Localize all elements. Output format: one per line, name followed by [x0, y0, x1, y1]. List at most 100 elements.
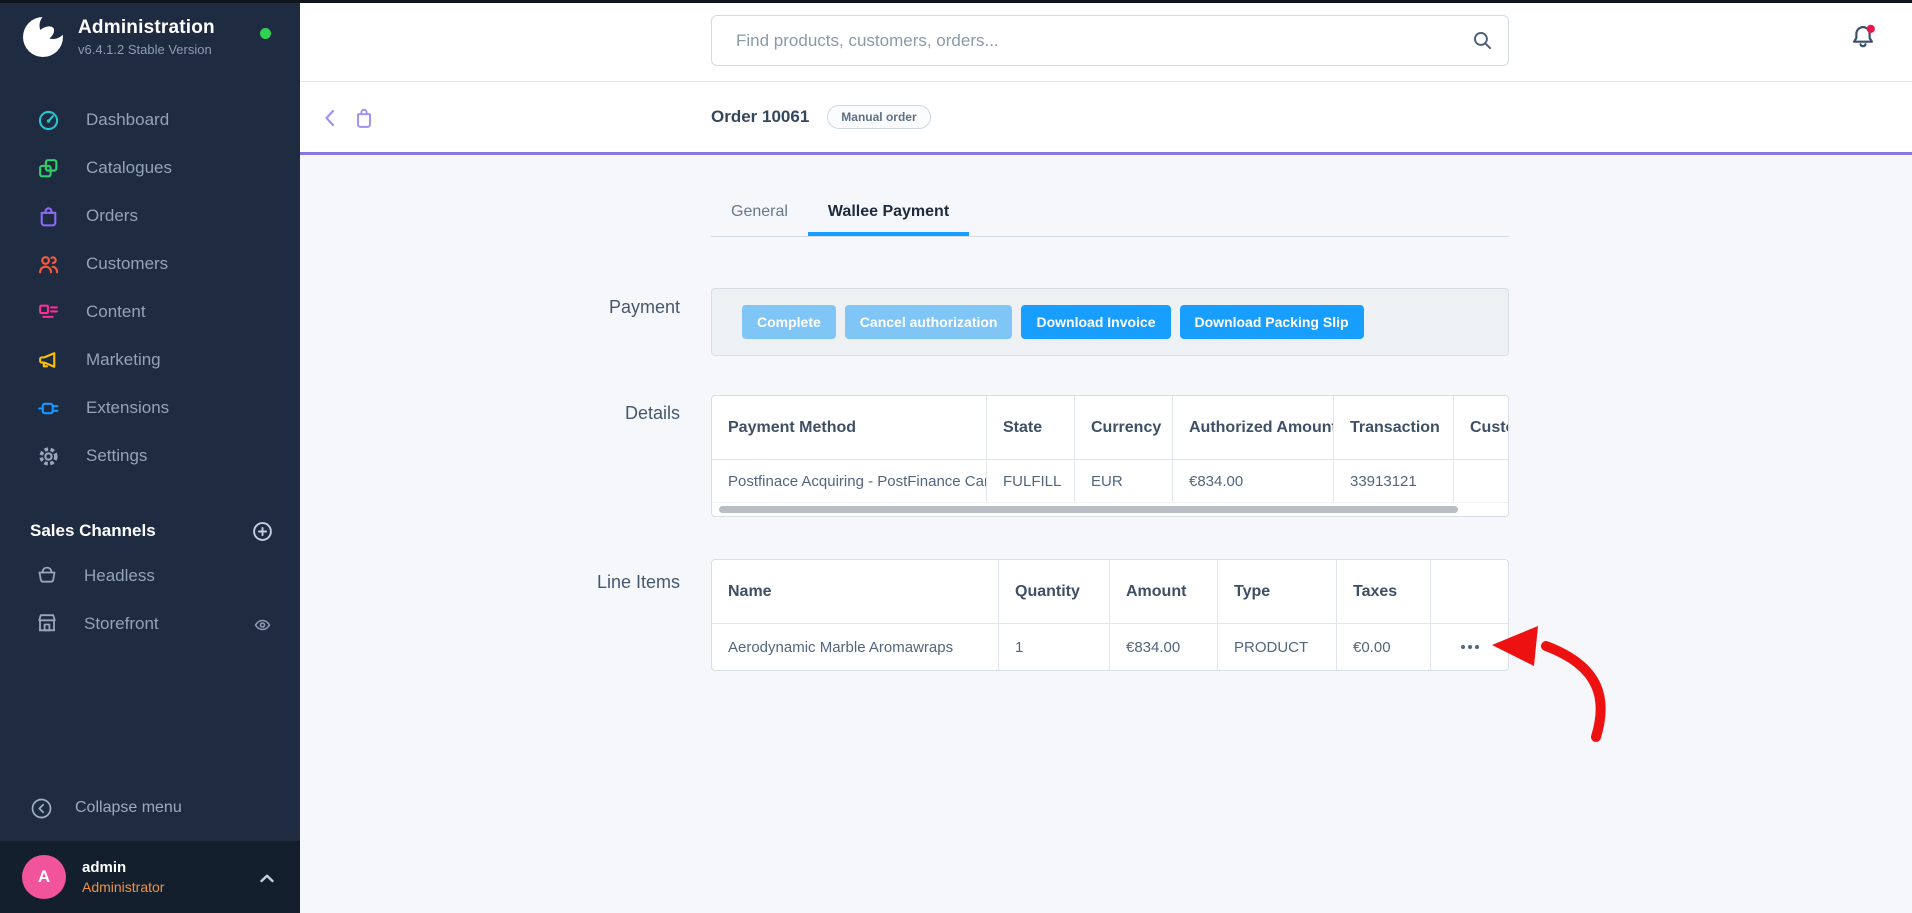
avatar: A: [22, 855, 66, 899]
page-title: Order 10061: [711, 107, 810, 126]
actions-column-header: [1431, 560, 1508, 624]
column-header: Quantity: [999, 560, 1110, 624]
download-invoice-button[interactable]: Download Invoice: [1021, 305, 1171, 339]
main-navigation: Dashboard Catalogues Orders: [0, 96, 300, 480]
column-header: Currency: [1075, 396, 1173, 460]
accent-divider: [300, 152, 1912, 155]
user-name: admin: [82, 859, 127, 876]
app-version: v6.4.1.2 Stable Version: [78, 42, 212, 57]
payment-method-cell: Postfinace Acquiring - PostFinance Card: [712, 460, 987, 502]
horizontal-scrollbar: [712, 502, 1508, 516]
catalogues-icon: [36, 156, 60, 180]
sidebar-item-label: Content: [86, 302, 146, 321]
order-bag-icon[interactable]: [352, 105, 376, 136]
details-section-label: Details: [624, 403, 680, 423]
column-header: Custom: [1470, 419, 1508, 436]
type-cell: PRODUCT: [1218, 624, 1337, 670]
sidebar-item-orders[interactable]: Orders: [0, 192, 300, 240]
tab-wallee-payment[interactable]: Wallee Payment: [807, 193, 970, 236]
sidebar-item-label: Storefront: [84, 614, 159, 633]
sales-channels-list: Headless Storefront: [0, 552, 300, 648]
chevron-up-icon: [256, 869, 278, 892]
state-cell: FULFILL: [987, 460, 1075, 502]
sidebar: Administration v6.4.1.2 Stable Version D…: [0, 0, 300, 913]
currency-cell: EUR: [1075, 460, 1173, 502]
table-header-row: Payment Method State Currency Authorized…: [712, 396, 1508, 460]
search-icon[interactable]: [1472, 30, 1493, 56]
back-chevron-icon[interactable]: [320, 106, 342, 135]
cancel-authorization-button[interactable]: Cancel authorization: [844, 305, 1013, 339]
collapse-circle-icon: [31, 798, 52, 818]
scrollbar-thumb[interactable]: [719, 506, 1458, 513]
top-header: [300, 0, 1912, 82]
amount-cell: €834.00: [1110, 624, 1218, 670]
update-status-dot: [260, 28, 271, 39]
sidebar-item-label: Catalogues: [86, 158, 173, 177]
main-area: Order 10061 Manual order General Wallee …: [300, 0, 1912, 913]
user-menu[interactable]: A admin Administrator: [0, 841, 300, 913]
customer-cell: [1454, 460, 1508, 502]
sidebar-item-settings[interactable]: Settings: [0, 432, 300, 480]
add-sales-channel-button[interactable]: [252, 521, 273, 547]
row-context-menu-button[interactable]: [1431, 624, 1508, 670]
column-header: State: [987, 396, 1075, 460]
customers-icon: [36, 252, 60, 276]
sidebar-item-storefront[interactable]: Storefront: [0, 600, 300, 648]
sidebar-item-label: Marketing: [86, 350, 161, 369]
column-header: Taxes: [1337, 560, 1431, 624]
download-packing-slip-button[interactable]: Download Packing Slip: [1179, 305, 1364, 339]
sidebar-item-extensions[interactable]: Extensions: [0, 384, 300, 432]
notifications-bell-icon[interactable]: [1848, 22, 1878, 56]
sidebar-item-label: Settings: [86, 446, 148, 465]
app-title: Administration: [78, 17, 215, 38]
sidebar-item-catalogues[interactable]: Catalogues: [0, 144, 300, 192]
payment-details-table: Payment Method State Currency Authorized…: [711, 395, 1509, 517]
app-logo-row[interactable]: Administration v6.4.1.2 Stable Version: [22, 16, 215, 58]
quantity-cell: 1: [999, 624, 1110, 670]
payment-actions-panel: Complete Cancel authorization Download I…: [711, 288, 1509, 356]
sidebar-item-label: Headless: [84, 566, 155, 585]
dashboard-icon: [36, 108, 60, 132]
complete-button[interactable]: Complete: [742, 305, 836, 339]
user-role: Administrator: [82, 879, 165, 895]
payment-section-label: Payment: [608, 297, 680, 317]
smart-bar: Order 10061 Manual order: [300, 82, 1912, 155]
line-items-section-label: Line Items: [596, 572, 680, 592]
content-area: General Wallee Payment Payment Complete …: [300, 155, 1912, 913]
notification-dot: [1866, 24, 1875, 33]
collapse-menu-button[interactable]: Collapse menu: [0, 784, 300, 832]
search-input[interactable]: [711, 15, 1509, 66]
column-header: Amount: [1110, 560, 1218, 624]
shopware-logo-icon: [23, 16, 64, 57]
tab-general[interactable]: General: [731, 203, 788, 220]
sidebar-item-label: Orders: [86, 206, 138, 225]
headless-basket-icon: [36, 563, 58, 590]
sidebar-item-customers[interactable]: Customers: [0, 240, 300, 288]
sidebar-item-label: Dashboard: [86, 110, 170, 129]
sidebar-item-dashboard[interactable]: Dashboard: [0, 96, 300, 144]
sidebar-item-label: Extensions: [86, 398, 170, 417]
column-header: Transaction: [1334, 396, 1454, 460]
storefront-icon: [36, 611, 58, 638]
transaction-cell: 33913121: [1334, 460, 1454, 502]
sidebar-item-marketing[interactable]: Marketing: [0, 336, 300, 384]
orders-icon: [36, 204, 60, 228]
view-storefront-eye-icon[interactable]: [253, 616, 272, 639]
column-header: Name: [712, 560, 999, 624]
table-row: Postfinace Acquiring - PostFinance Card …: [712, 460, 1508, 502]
settings-gear-icon: [36, 444, 60, 468]
column-header: Authorized Amount: [1173, 396, 1334, 460]
table-row: Aerodynamic Marble Aromawraps 1 €834.00 …: [712, 624, 1508, 670]
column-header: Payment Method: [712, 396, 987, 460]
tab-bar: General Wallee Payment: [711, 193, 1509, 237]
item-name-cell[interactable]: Aerodynamic Marble Aromawraps: [712, 624, 999, 670]
column-header: Type: [1218, 560, 1337, 624]
sales-channels-heading: Sales Channels: [0, 514, 300, 548]
sidebar-item-headless[interactable]: Headless: [0, 552, 300, 600]
authorized-amount-cell: €834.00: [1173, 460, 1334, 502]
collapse-menu-label: Collapse menu: [75, 799, 182, 816]
manual-order-badge: Manual order: [827, 105, 931, 129]
window-top-edge: [0, 0, 1912, 3]
content-icon: [36, 300, 60, 324]
sidebar-item-content[interactable]: Content: [0, 288, 300, 336]
